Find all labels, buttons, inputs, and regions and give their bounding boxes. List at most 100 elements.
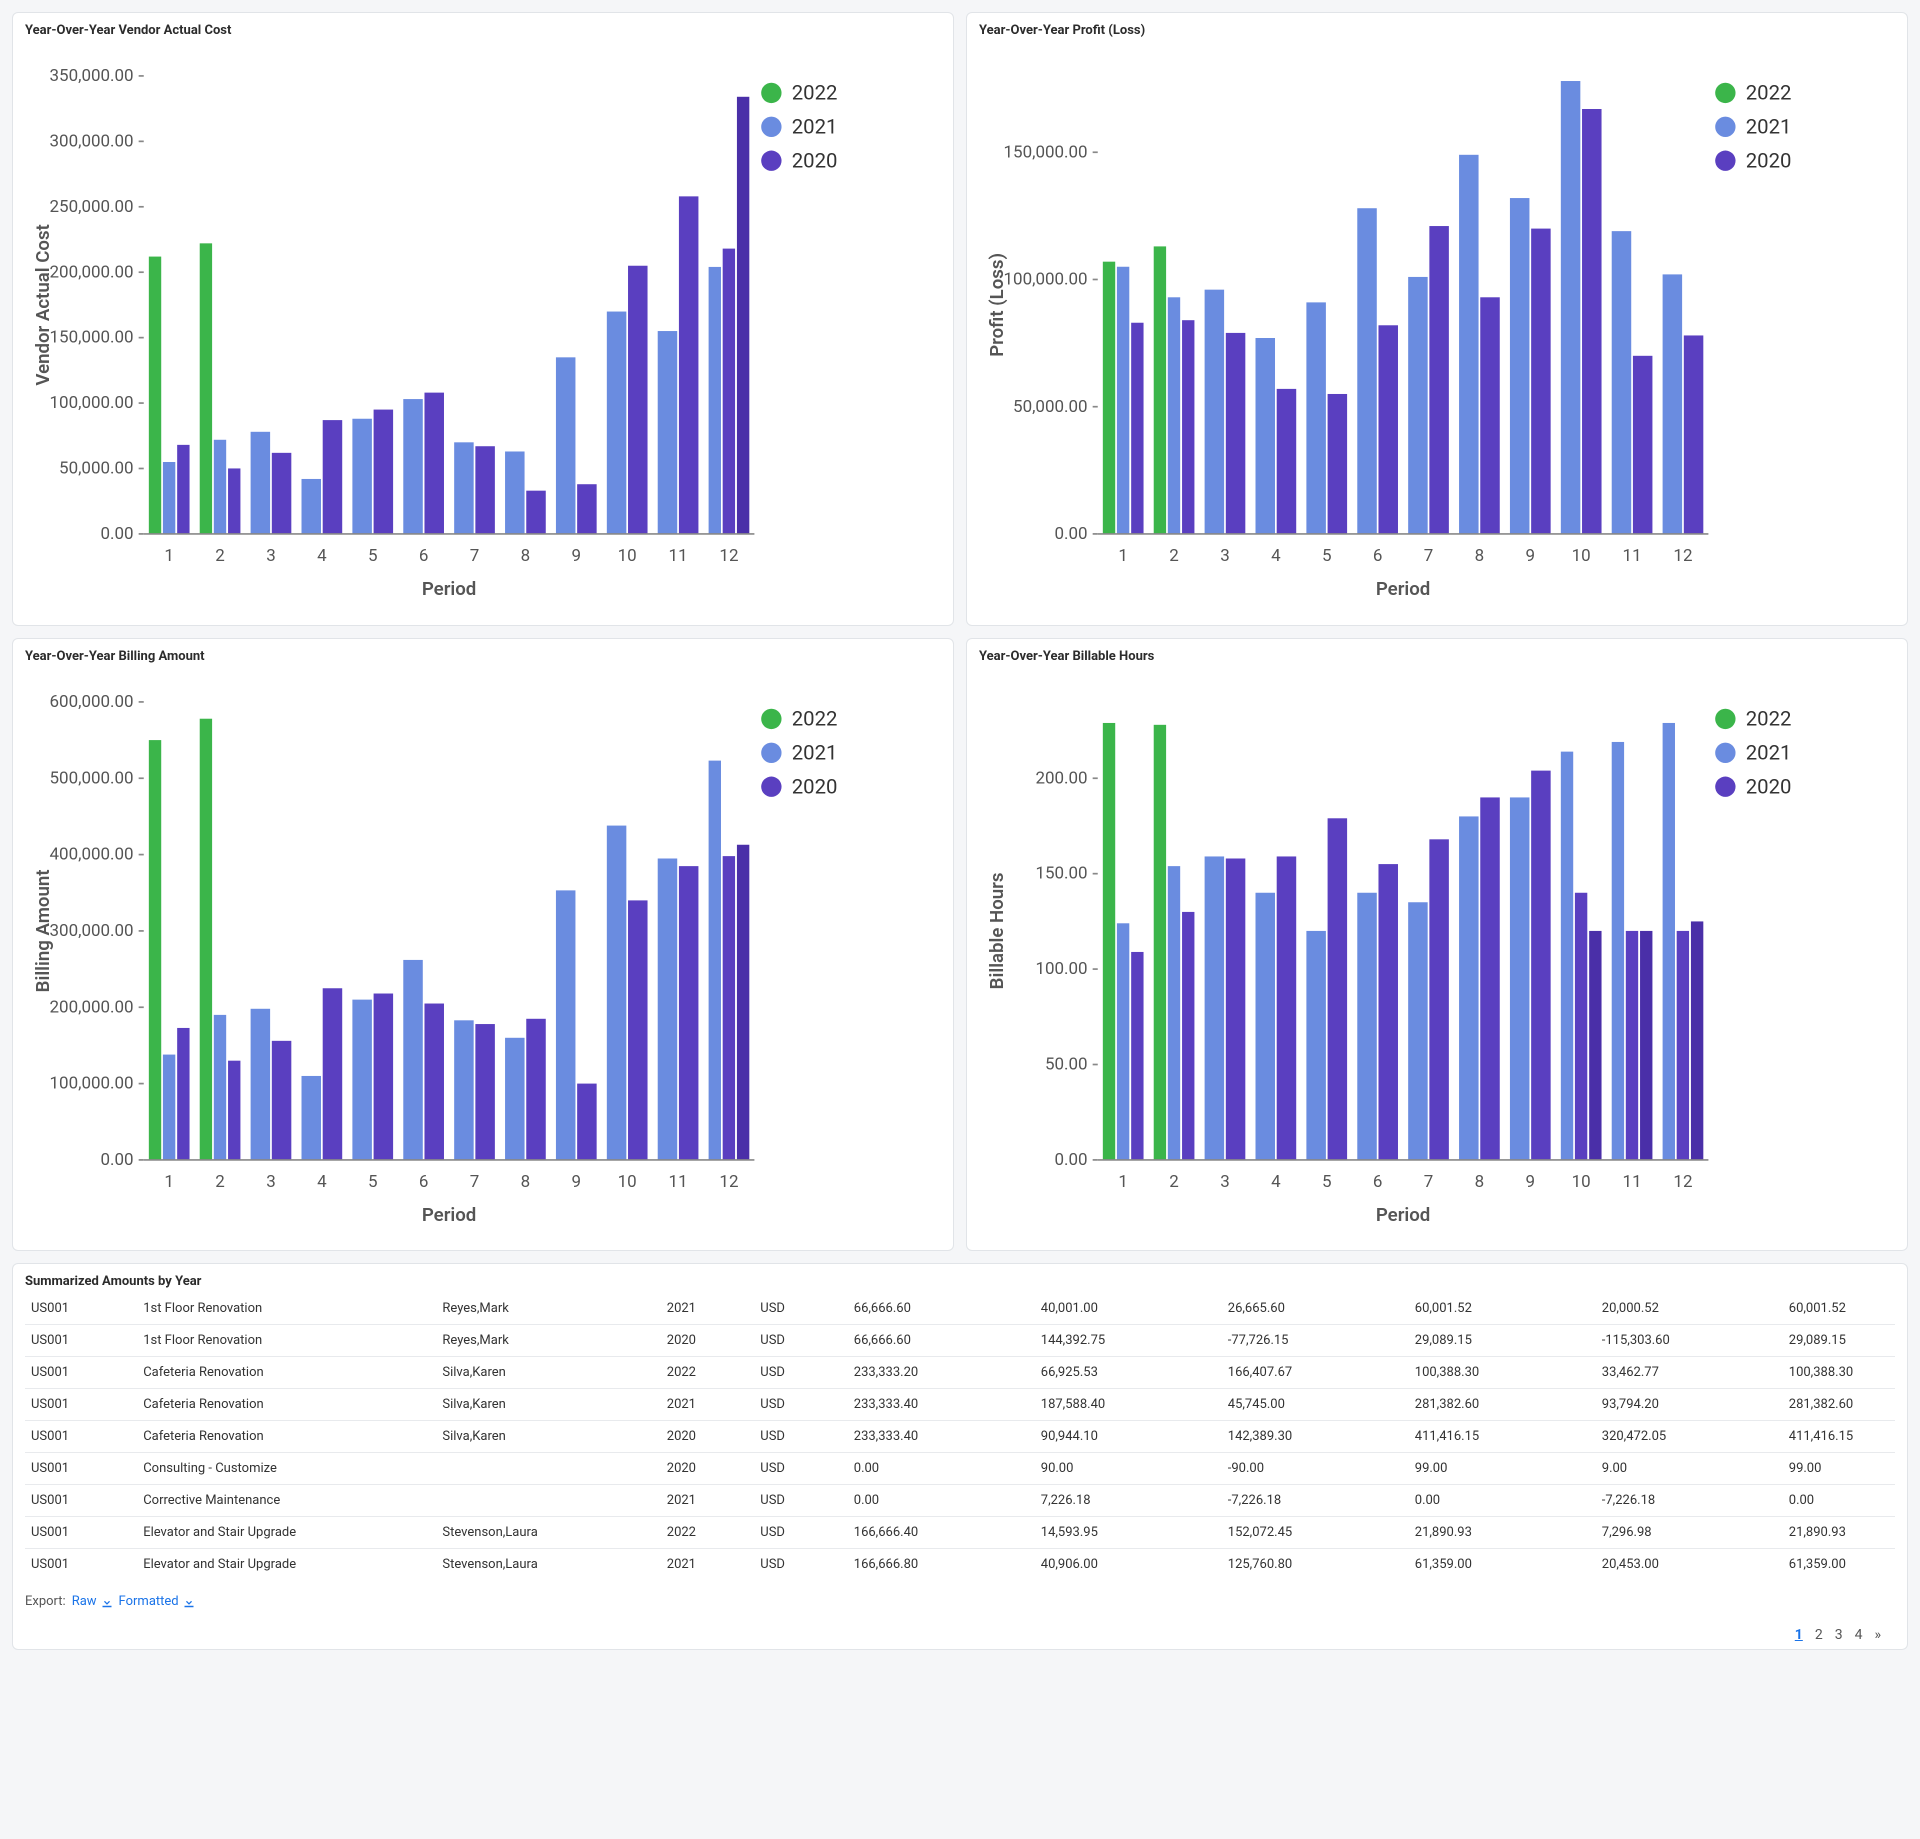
bar-vendor_cost-12-2021[interactable] <box>709 267 721 534</box>
bar-vendor_cost-8-2021[interactable] <box>505 451 525 533</box>
bar-profit_loss-10-2021[interactable] <box>1561 81 1581 534</box>
bar-billable_hours-12-2021[interactable] <box>1663 723 1675 1160</box>
bar-profit_loss-12-2021[interactable] <box>1663 274 1683 534</box>
bar-vendor_cost-12-2020b[interactable] <box>737 97 749 534</box>
bar-billing_amount-5-2021[interactable] <box>352 999 372 1159</box>
bar-billing_amount-7-2021[interactable] <box>454 1020 474 1160</box>
bar-profit_loss-11-2020[interactable] <box>1633 356 1653 534</box>
bar-profit_loss-2-2022[interactable] <box>1154 246 1166 534</box>
bar-billable_hours-2-2021[interactable] <box>1168 866 1180 1160</box>
bar-billable_hours-6-2020[interactable] <box>1378 864 1398 1160</box>
bar-profit_loss-6-2020[interactable] <box>1378 325 1398 534</box>
table-row[interactable]: US001Cafeteria RenovationSilva,Karen2021… <box>25 1389 1895 1421</box>
bar-profit_loss-9-2020[interactable] <box>1531 229 1551 534</box>
bar-billable_hours-1-2020[interactable] <box>1131 952 1143 1160</box>
bar-billing_amount-8-2021[interactable] <box>505 1038 525 1160</box>
legend-label-2021[interactable]: 2021 <box>792 740 838 764</box>
bar-profit_loss-2-2021[interactable] <box>1168 297 1180 534</box>
legend-label-2022[interactable]: 2022 <box>1746 81 1792 105</box>
bar-vendor_cost-5-2021[interactable] <box>352 419 372 534</box>
bar-vendor_cost-6-2020[interactable] <box>424 393 444 534</box>
bar-billing_amount-8-2020[interactable] <box>526 1019 546 1160</box>
bar-billable_hours-1-2021[interactable] <box>1117 923 1129 1160</box>
table-row[interactable]: US001Consulting - Customize2020USD0.0090… <box>25 1453 1895 1485</box>
bar-vendor_cost-3-2021[interactable] <box>251 432 271 534</box>
bar-vendor_cost-7-2021[interactable] <box>454 442 474 534</box>
page-1[interactable]: 1 <box>1795 1627 1803 1643</box>
bar-billable_hours-5-2021[interactable] <box>1306 931 1326 1160</box>
legend-label-2021[interactable]: 2021 <box>1746 740 1792 764</box>
bar-billable_hours-4-2020[interactable] <box>1277 856 1297 1159</box>
bar-billable_hours-4-2021[interactable] <box>1255 892 1275 1159</box>
bar-billing_amount-2-2020[interactable] <box>228 1060 240 1159</box>
bar-profit_loss-1-2020[interactable] <box>1131 323 1143 534</box>
bar-vendor_cost-6-2021[interactable] <box>403 399 423 534</box>
legend-label-2021[interactable]: 2021 <box>792 115 838 139</box>
bar-vendor_cost-2-2021[interactable] <box>214 440 226 534</box>
bar-billing_amount-10-2020[interactable] <box>628 900 648 1160</box>
export-raw-link[interactable]: Raw <box>72 1594 113 1609</box>
bar-vendor_cost-1-2020[interactable] <box>177 445 189 534</box>
bar-profit_loss-11-2021[interactable] <box>1612 231 1632 534</box>
page-3[interactable]: 3 <box>1835 1627 1843 1643</box>
bar-profit_loss-5-2020[interactable] <box>1328 394 1348 534</box>
bar-vendor_cost-7-2020[interactable] <box>475 446 495 534</box>
legend-label-2022[interactable]: 2022 <box>1746 706 1792 730</box>
bar-billing_amount-3-2021[interactable] <box>251 1009 271 1160</box>
bar-profit_loss-1-2021[interactable] <box>1117 267 1129 534</box>
bar-billing_amount-4-2020[interactable] <box>323 988 343 1160</box>
legend-dot-2022[interactable] <box>761 708 781 728</box>
bar-billable_hours-2-2020[interactable] <box>1182 912 1194 1160</box>
bar-vendor_cost-3-2020[interactable] <box>272 453 292 534</box>
bar-vendor_cost-10-2020[interactable] <box>628 266 648 534</box>
bar-billable_hours-3-2021[interactable] <box>1205 856 1225 1159</box>
bar-profit_loss-1-2022[interactable] <box>1103 262 1115 534</box>
legend-dot-2021[interactable] <box>1715 742 1735 762</box>
bar-billable_hours-5-2020[interactable] <box>1328 818 1348 1160</box>
bar-billable_hours-12-2020b[interactable] <box>1691 921 1703 1159</box>
bar-vendor_cost-8-2020[interactable] <box>526 491 546 534</box>
table-row[interactable]: US001Corrective Maintenance2021USD0.007,… <box>25 1485 1895 1517</box>
bar-billable_hours-8-2020[interactable] <box>1480 797 1500 1160</box>
bar-billable_hours-2-2022[interactable] <box>1154 725 1166 1160</box>
bar-billable_hours-9-2021[interactable] <box>1510 797 1530 1160</box>
table-row[interactable]: US001Elevator and Stair UpgradeStevenson… <box>25 1549 1895 1581</box>
page-next[interactable]: » <box>1874 1627 1881 1643</box>
bar-vendor_cost-11-2021[interactable] <box>658 331 678 534</box>
bar-billable_hours-3-2020[interactable] <box>1226 858 1246 1160</box>
bar-vendor_cost-2-2022[interactable] <box>200 243 212 534</box>
bar-billable_hours-6-2021[interactable] <box>1357 892 1377 1159</box>
legend-dot-2020[interactable] <box>761 776 781 796</box>
legend-dot-2022[interactable] <box>1715 83 1735 103</box>
table-row[interactable]: US001Elevator and Stair UpgradeStevenson… <box>25 1517 1895 1549</box>
legend-dot-2020[interactable] <box>1715 151 1735 171</box>
bar-billable_hours-10-2020[interactable] <box>1575 892 1587 1159</box>
bar-vendor_cost-2-2020[interactable] <box>228 468 240 533</box>
bar-billable_hours-11-2020b[interactable] <box>1640 931 1652 1160</box>
bar-vendor_cost-4-2020[interactable] <box>323 420 343 534</box>
legend-dot-2021[interactable] <box>1715 117 1735 137</box>
bar-billing_amount-2-2021[interactable] <box>214 1015 226 1160</box>
legend-dot-2021[interactable] <box>761 117 781 137</box>
legend-label-2020[interactable]: 2020 <box>1746 774 1792 798</box>
bar-billable_hours-7-2021[interactable] <box>1408 902 1428 1160</box>
bar-billing_amount-10-2021[interactable] <box>607 825 627 1159</box>
bar-profit_loss-2-2020[interactable] <box>1182 320 1194 534</box>
table-row[interactable]: US001Cafeteria RenovationSilva,Karen2020… <box>25 1421 1895 1453</box>
bar-profit_loss-3-2020[interactable] <box>1226 333 1246 534</box>
bar-vendor_cost-5-2020[interactable] <box>374 410 394 534</box>
bar-vendor_cost-4-2021[interactable] <box>301 479 321 534</box>
bar-vendor_cost-12-2020[interactable] <box>723 249 735 534</box>
bar-billing_amount-9-2020[interactable] <box>577 1083 597 1159</box>
bar-billable_hours-10-2021[interactable] <box>1561 751 1573 1159</box>
page-4[interactable]: 4 <box>1855 1627 1863 1643</box>
bar-billing_amount-12-2020b[interactable] <box>737 844 749 1159</box>
bar-billing_amount-12-2021[interactable] <box>709 760 721 1159</box>
table-row[interactable]: US0011st Floor RenovationReyes,Mark2021U… <box>25 1293 1895 1325</box>
bar-billable_hours-1-2022[interactable] <box>1103 723 1115 1160</box>
bar-billing_amount-12-2020[interactable] <box>723 856 735 1160</box>
bar-billable_hours-9-2020[interactable] <box>1531 770 1551 1159</box>
bar-billing_amount-9-2021[interactable] <box>556 890 576 1160</box>
legend-dot-2020[interactable] <box>1715 776 1735 796</box>
table-row[interactable]: US0011st Floor RenovationReyes,Mark2020U… <box>25 1325 1895 1357</box>
